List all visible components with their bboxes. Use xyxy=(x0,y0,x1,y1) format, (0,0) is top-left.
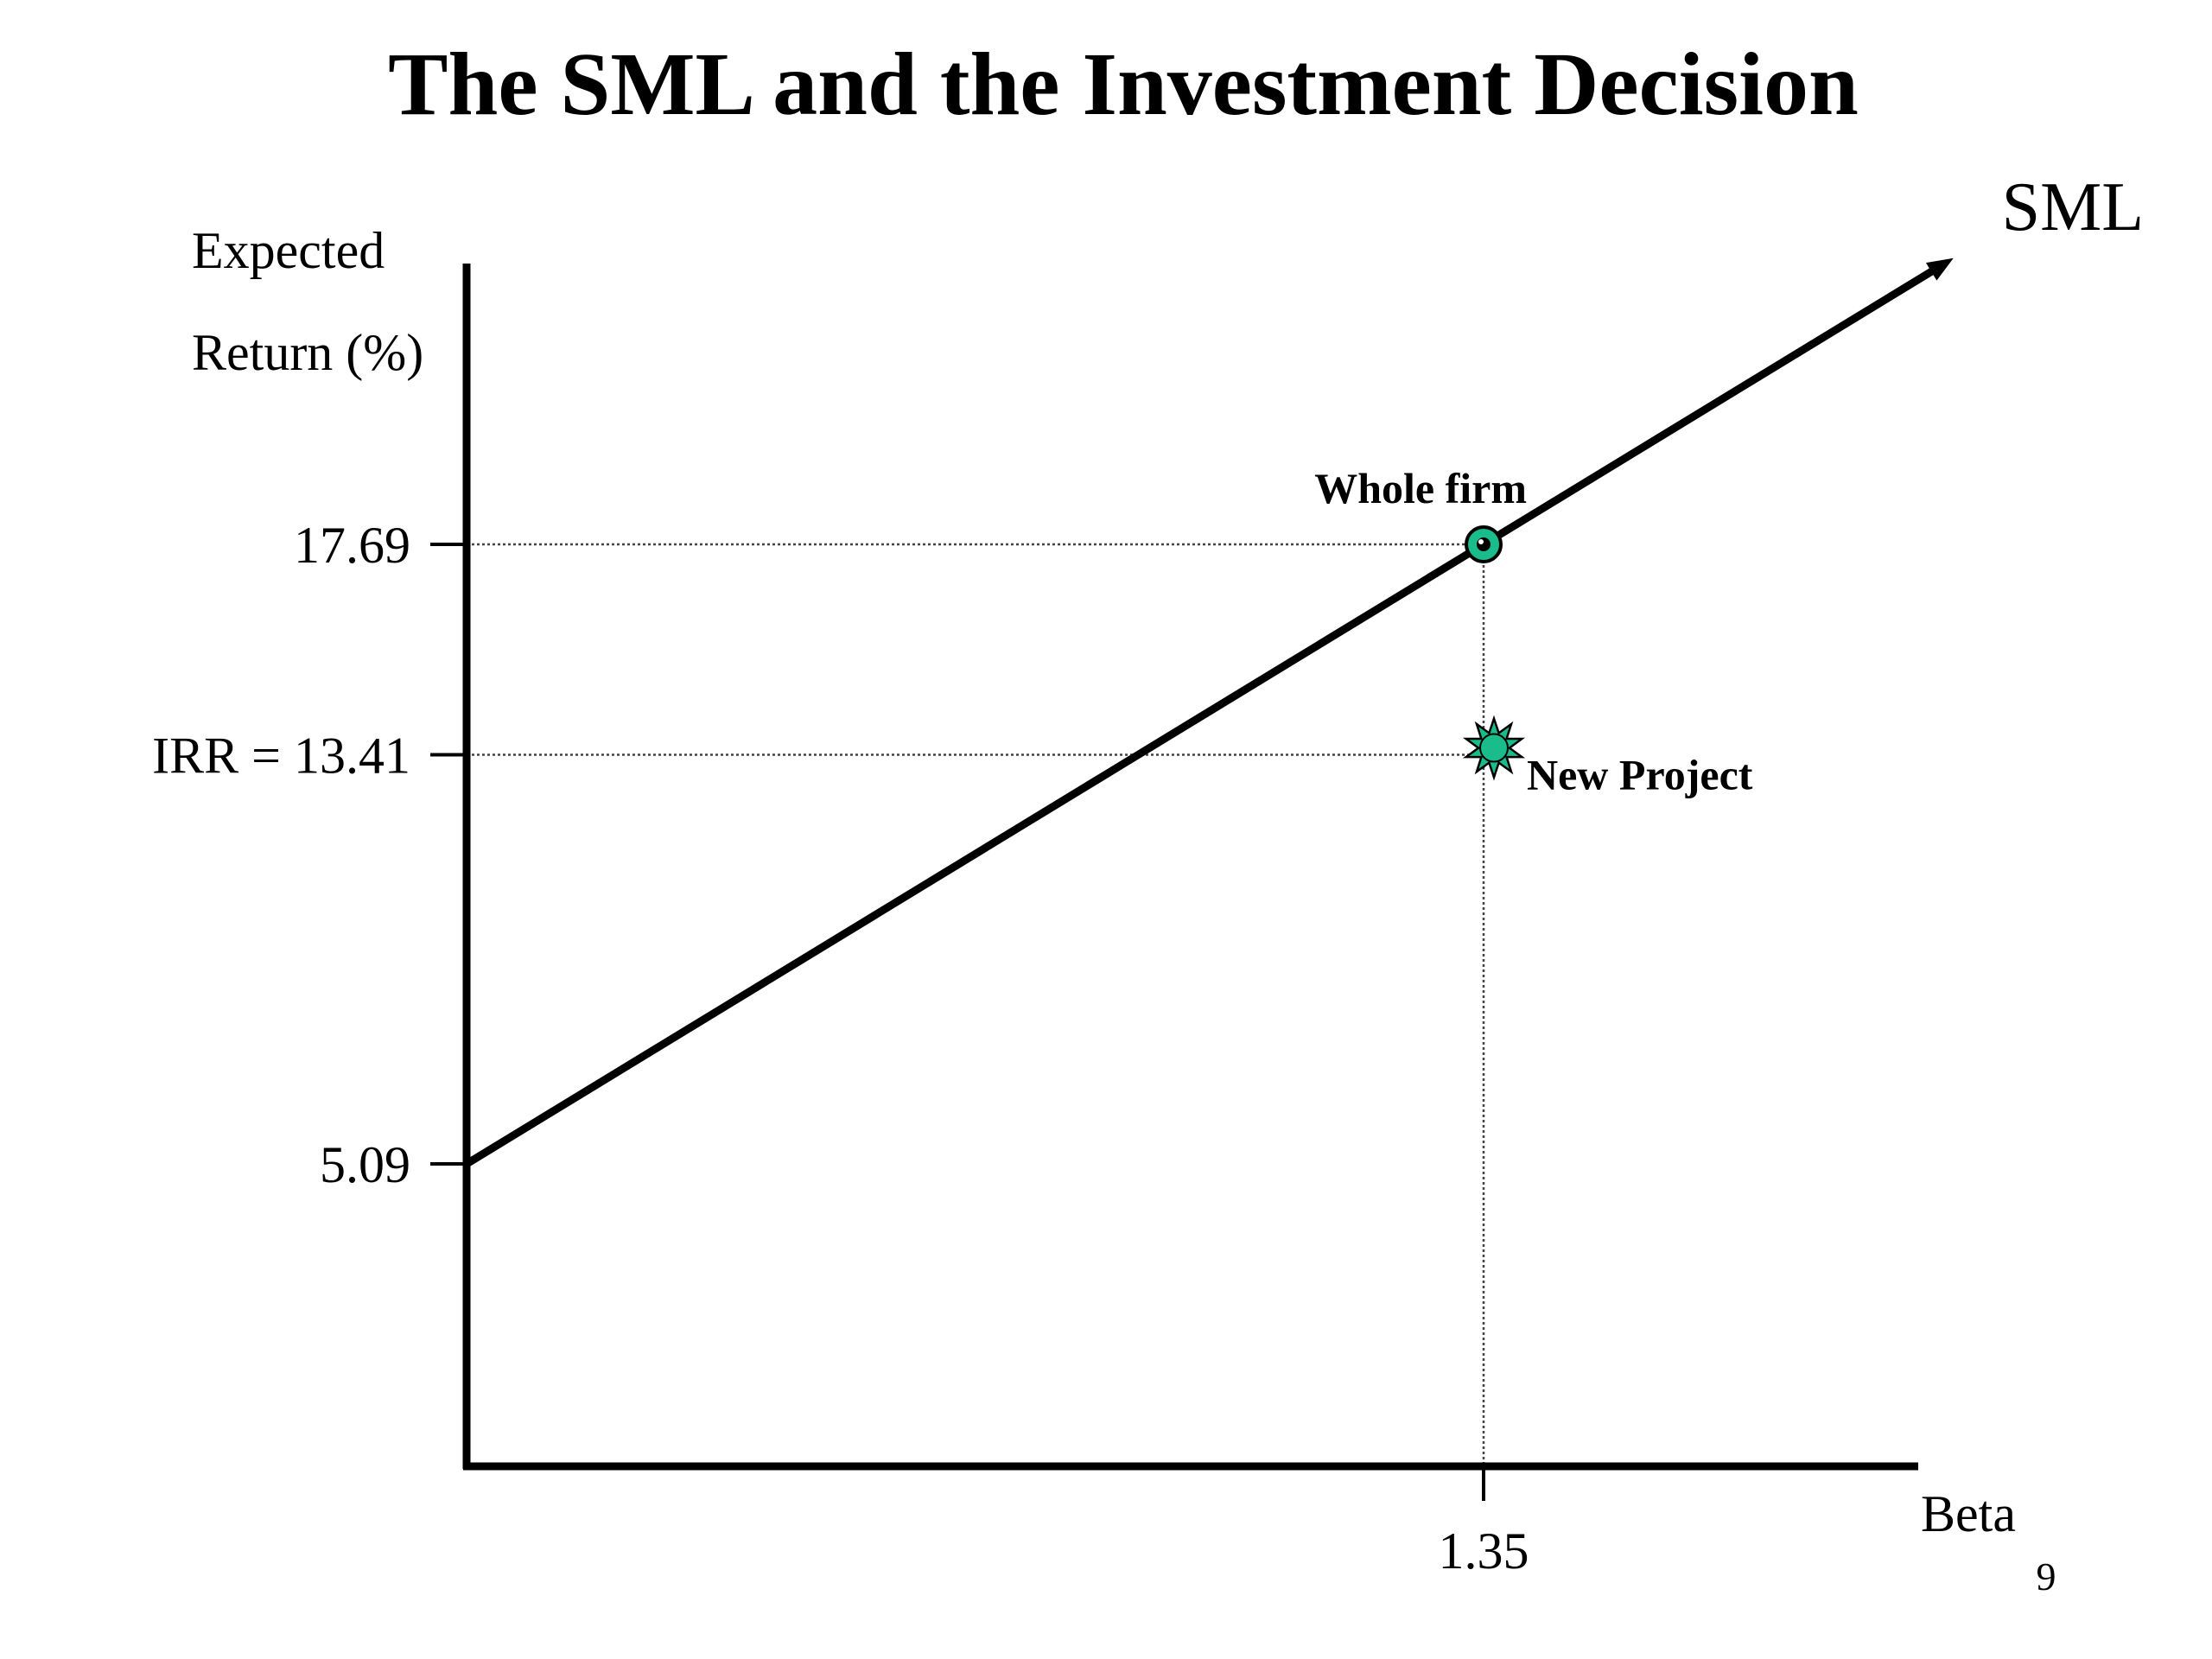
point-new-project-center xyxy=(1479,733,1509,763)
series: SML xyxy=(464,169,2145,1167)
y-axis-label-line2: Return (%) xyxy=(192,324,423,381)
y-tick-label-0: 17.69 xyxy=(294,517,410,574)
point-whole-firm-highlight xyxy=(1478,539,1484,544)
ticks: 17.69 IRR = 13.41 5.09 1.35 xyxy=(152,517,1529,1580)
y-tick-label-2: 5.09 xyxy=(320,1136,410,1193)
sml-arrowhead xyxy=(1925,257,1954,281)
page-number: 9 xyxy=(2037,1554,2056,1599)
slide-title: The SML and the Investment Decision xyxy=(388,35,1859,134)
sml-label: SML xyxy=(2002,169,2145,245)
chart: Expected Return (%) 17.69 IRR = 13.41 5.09… xyxy=(152,169,2144,1580)
sml-line xyxy=(464,261,1946,1167)
point-whole-firm-center xyxy=(1477,537,1491,551)
axes xyxy=(462,264,1918,1471)
points: Whole firm New Project xyxy=(1314,464,1753,799)
x-axis-label: Beta xyxy=(1921,1485,2016,1542)
guide-lines xyxy=(467,543,1485,1466)
point-whole-firm-label: Whole firm xyxy=(1314,464,1527,512)
x-tick-label-0: 1.35 xyxy=(1439,1522,1529,1580)
y-tick-label-1: IRR = 13.41 xyxy=(152,728,410,785)
point-new-project-label: New Project xyxy=(1527,751,1753,799)
y-axis-label-line1: Expected xyxy=(192,222,385,279)
